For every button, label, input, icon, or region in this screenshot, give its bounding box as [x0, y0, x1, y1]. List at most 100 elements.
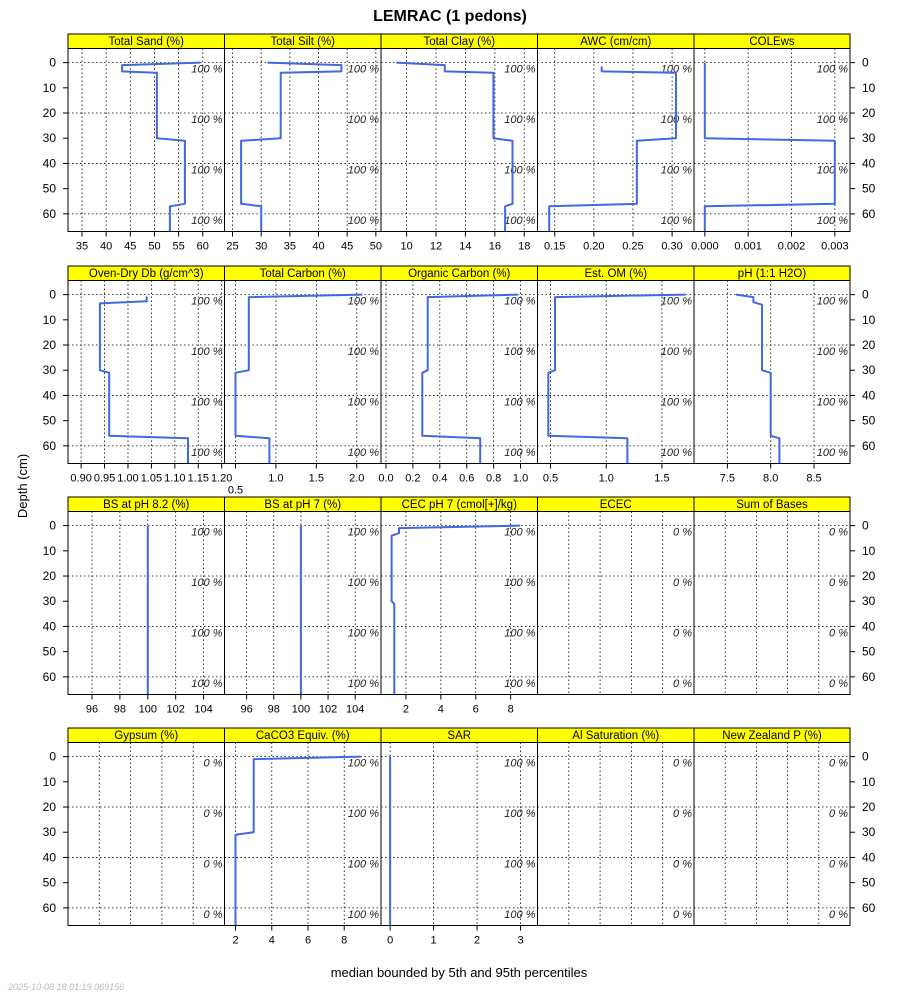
x-tick-label: 7.5 — [720, 473, 735, 485]
percent-label: 0 % — [673, 808, 692, 820]
percent-label: 0 % — [204, 758, 223, 770]
x-tick-label: 98 — [114, 704, 126, 716]
percent-label: 100 % — [348, 808, 379, 820]
median-profile-line — [234, 293, 363, 464]
panel-frame — [537, 511, 695, 695]
y-tick-label: 30 — [43, 363, 57, 377]
x-tick-label: 96 — [86, 704, 98, 716]
x-tick-label: 12 — [430, 241, 442, 253]
y-tick-label: 20 — [862, 338, 876, 352]
y-tick-label: 10 — [43, 81, 57, 95]
percent-label: 100 % — [348, 346, 379, 358]
y-tick-label: 30 — [43, 131, 57, 145]
x-tick-label: 1.0 — [599, 473, 614, 485]
percent-label: 0 % — [204, 808, 223, 820]
panel: BS at pH 7 (%) 96 98 100 102 104 100 % 100 % 100… — [224, 496, 382, 716]
x-tick-label: 0.002 — [778, 241, 806, 253]
x-tick-label: 0.25 — [622, 241, 643, 253]
panel-title: CaCO3 Equiv. (%) — [256, 730, 350, 742]
x-tick-label: 96 — [240, 704, 252, 716]
median-profile-line — [98, 296, 189, 464]
panel-title: Organic Carbon (%) — [408, 268, 510, 280]
y-tick-label: 0 — [49, 56, 56, 70]
percent-label: 100 % — [191, 447, 222, 459]
y-tick-label: 60 — [43, 439, 57, 453]
percent-label: 0 % — [673, 627, 692, 639]
median-profile-line — [240, 61, 343, 232]
percent-label: 0 % — [829, 909, 848, 921]
percent-label: 100 % — [504, 577, 535, 589]
panel-frame — [537, 742, 695, 926]
x-tick-label: 1.0 — [513, 473, 528, 485]
y-tick-label: 10 — [43, 775, 57, 789]
percent-label: 0 % — [829, 858, 848, 870]
percent-label: 100 % — [348, 577, 379, 589]
percent-label: 100 % — [661, 164, 692, 176]
x-tick-label: 35 — [284, 241, 296, 253]
percent-label: 100 % — [817, 396, 848, 408]
x-tick-label: 3 — [517, 935, 523, 947]
percent-label: 100 % — [348, 396, 379, 408]
x-tick-label: 4 — [269, 935, 275, 947]
percent-label: 100 % — [348, 678, 379, 690]
median-profile-line — [735, 293, 781, 464]
percent-label: 100 % — [191, 527, 222, 539]
x-tick-label: 0.20 — [583, 241, 604, 253]
y-tick-label: 30 — [862, 131, 876, 145]
percent-label: 100 % — [504, 527, 535, 539]
y-tick-label: 20 — [862, 800, 876, 814]
percent-label: 100 % — [348, 909, 379, 921]
x-tick-label: 10 — [400, 241, 412, 253]
percent-label: 0 % — [673, 577, 692, 589]
percent-label: 100 % — [661, 346, 692, 358]
percent-label: 0 % — [829, 678, 848, 690]
panel-title: Total Clay (%) — [423, 36, 495, 48]
percent-label: 100 % — [348, 164, 379, 176]
x-tick-label: 1 — [431, 935, 437, 947]
x-tick-label: 102 — [319, 704, 337, 716]
panel-title: ECEC — [600, 499, 632, 511]
percent-label: 0 % — [829, 527, 848, 539]
percent-label: 100 % — [191, 678, 222, 690]
y-tick-label: 20 — [43, 800, 57, 814]
x-tick-label: 0.30 — [661, 241, 682, 253]
x-tick-label: 0.90 — [70, 473, 91, 485]
y-tick-label: 60 — [43, 901, 57, 915]
percent-label: 100 % — [504, 858, 535, 870]
percent-label: 100 % — [191, 215, 222, 227]
percent-label: 0 % — [673, 758, 692, 770]
y-tick-label: 20 — [43, 338, 57, 352]
y-tick-label: 60 — [43, 207, 57, 221]
panel: Al Saturation (%) 0 % 0 % 0 % 0 % — [537, 727, 695, 926]
y-tick-label: 60 — [862, 207, 876, 221]
percent-label: 100 % — [191, 396, 222, 408]
panel: ECEC 0 % 0 % 0 % 0 % — [537, 496, 695, 695]
panel-title: Total Carbon (%) — [260, 268, 346, 280]
x-tick-label: 2 — [232, 935, 238, 947]
panel-title: AWC (cm/cm) — [580, 36, 651, 48]
y-tick-label: 50 — [43, 645, 57, 659]
x-tick-label: 1.00 — [117, 473, 138, 485]
percent-label: 100 % — [348, 447, 379, 459]
panel-frame — [380, 511, 538, 695]
y-tick-label: 60 — [862, 901, 876, 915]
x-tick-label: 1.20 — [211, 473, 232, 485]
x-tick-label: 50 — [148, 241, 160, 253]
median-profile-line — [390, 524, 521, 695]
percent-label: 0 % — [204, 909, 223, 921]
x-tick-label: 16 — [489, 241, 501, 253]
panel-title: pH (1:1 H2O) — [738, 268, 807, 280]
percent-label: 100 % — [191, 164, 222, 176]
x-tick-label: 8.0 — [763, 473, 778, 485]
x-tick-label: 1.10 — [164, 473, 185, 485]
x-tick-label: 0.001 — [734, 241, 762, 253]
y-tick-label: 20 — [862, 569, 876, 583]
x-tick-label: 1.05 — [141, 473, 162, 485]
y-tick-label: 30 — [43, 825, 57, 839]
x-tick-label: 0.2 — [405, 473, 420, 485]
x-tick-label: 0 — [387, 935, 393, 947]
y-tick-label: 20 — [43, 106, 57, 120]
